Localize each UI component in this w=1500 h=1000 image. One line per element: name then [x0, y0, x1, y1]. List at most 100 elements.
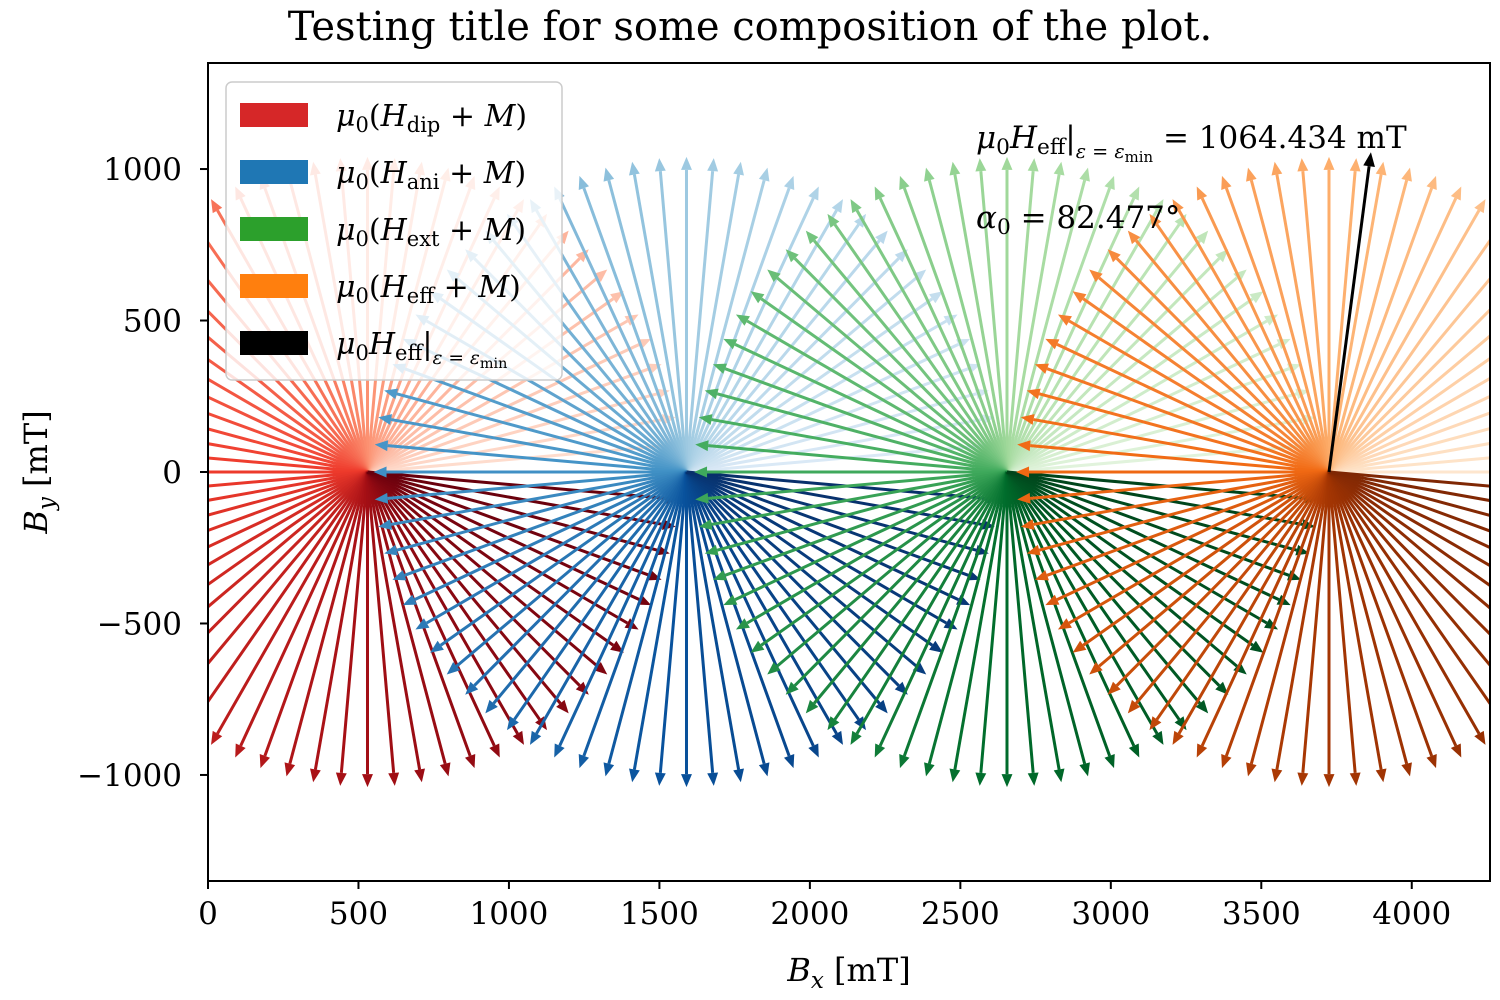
fan-arrow [694, 466, 1007, 478]
fan-arrow [1005, 167, 1090, 473]
fan-arrow [208, 395, 369, 474]
fan-arrow [1020, 470, 1330, 530]
fan-arrow [685, 471, 795, 769]
fan-arrow [1026, 388, 1330, 474]
fan-arrow [1016, 466, 1329, 478]
fan-arrow [374, 470, 687, 504]
fan-arrow [681, 472, 692, 788]
fan-arrow [1017, 440, 1330, 474]
fan-arrow [1127, 471, 1331, 714]
fan-arrow [785, 249, 1009, 474]
fan-arrow [1328, 427, 1490, 474]
fan-arrow [1327, 199, 1486, 473]
x-tick-label: 3000 [1071, 896, 1150, 932]
fan-arrow [723, 470, 1008, 606]
fan-arrow [208, 470, 369, 549]
x-tick-label: 0 [198, 896, 218, 932]
legend-label: μ0(Heff + M) [336, 270, 521, 308]
fan-arrow [1328, 470, 1490, 503]
fan-arrow [208, 470, 368, 502]
fan-arrow [554, 471, 688, 758]
fan-ext [694, 156, 1320, 788]
fan-arrow [1327, 186, 1462, 473]
fan-arrow [1172, 471, 1331, 745]
fan-arrow [1172, 199, 1331, 473]
fan-arrow [750, 470, 1008, 653]
fan-arrow [1057, 314, 1330, 474]
y-tick-label: −500 [97, 606, 182, 642]
fan-arrow [827, 471, 1009, 731]
fan-arrow [378, 470, 687, 530]
fan-arrow [767, 470, 1008, 675]
fan-arrow [1328, 470, 1490, 533]
y-tick-label: −1000 [77, 758, 182, 794]
fan-arrow [1072, 291, 1330, 474]
fan-arrow [1328, 334, 1490, 474]
fan-arrow [530, 471, 688, 745]
fan-arrow [767, 269, 1008, 474]
fan-arrow [1001, 472, 1013, 788]
fan-arrow [1045, 470, 1330, 606]
fan-arrow [208, 470, 369, 609]
fan-arrow [850, 471, 1009, 745]
fan-arrow [366, 471, 569, 714]
fan-arrow [1221, 175, 1331, 473]
fan-arrow [685, 161, 744, 473]
fan-arrow [578, 471, 688, 769]
fan-arrow [685, 175, 795, 473]
fan-arrow [785, 470, 1009, 695]
fan-arrow [284, 471, 369, 777]
fan-arrow [805, 230, 1009, 473]
y-tick-label: 1000 [103, 152, 182, 188]
fan-arrow [685, 471, 819, 758]
fan-arrow [1328, 470, 1490, 568]
fan-arrow [704, 470, 1008, 556]
fan-arrow [1005, 158, 1039, 473]
fan-arrow [629, 161, 688, 473]
y-tick-label: 0 [162, 455, 182, 491]
fan-arrow [629, 471, 688, 783]
fan-arrow [366, 471, 500, 758]
fan-arrow [1327, 471, 1490, 707]
fan-arrow [1323, 472, 1335, 788]
fan-arrow [949, 471, 1009, 783]
fan-arrow [1327, 471, 1387, 783]
fan-arrow [1327, 158, 1361, 473]
fan-arrow [1005, 471, 1065, 783]
fan-arrow [1328, 456, 1490, 474]
fan-arrow [208, 471, 369, 666]
fan-arrow [1327, 470, 1490, 637]
fan-arrow [1089, 269, 1330, 474]
min-energy-arrow [1327, 152, 1375, 473]
fan-arrow [603, 471, 688, 777]
fan-arrow [1107, 249, 1331, 474]
fan-arrow [506, 471, 688, 731]
fan-arrow [1107, 470, 1331, 695]
y-tick-label: 500 [123, 304, 182, 340]
fan-eff [1016, 156, 1490, 788]
fan-arrow [1149, 471, 1331, 731]
fan-arrow [695, 470, 1008, 504]
fan-arrow [373, 466, 687, 478]
fan-arrow [1149, 213, 1331, 473]
fan-arrow [684, 158, 719, 473]
fan-arrow [1057, 470, 1330, 630]
magnitude-annotation: μ0Heff|ε = εmin = 1064.434 mT [976, 120, 1407, 166]
fan-arrow [750, 291, 1008, 474]
fan-arrow [374, 440, 687, 474]
x-tick-label: 1000 [469, 896, 548, 932]
fan-arrow [1005, 471, 1090, 777]
fan-arrow [366, 471, 400, 786]
fan-arrow [1221, 471, 1331, 769]
fan-arrow [712, 470, 1008, 581]
fan-arrow [208, 427, 368, 474]
fan-arrow [366, 470, 624, 653]
chart-title: Testing title for some composition of th… [287, 4, 1213, 50]
fan-arrow [1089, 470, 1330, 675]
fan-arrow [949, 161, 1009, 473]
fan-arrow [1005, 175, 1115, 473]
fan-arrow [684, 471, 719, 786]
fan-arrow [1196, 471, 1331, 758]
fan-arrow [208, 470, 369, 635]
